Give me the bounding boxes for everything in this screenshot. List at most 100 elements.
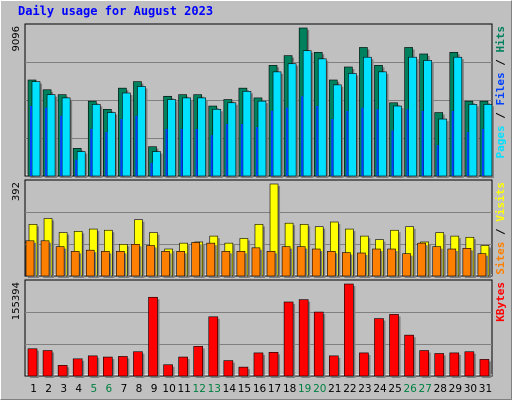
kbytes-max-label: 155394 <box>11 282 22 320</box>
sites-bar <box>357 252 366 277</box>
day-label: 10 <box>162 383 175 395</box>
sites-bar <box>432 246 442 277</box>
pages-bar <box>31 81 41 177</box>
files-bar <box>45 107 48 176</box>
pages-bar <box>257 100 267 177</box>
sites-bar <box>25 240 35 277</box>
day-label: 8 <box>136 383 143 395</box>
sites-bar <box>402 253 411 277</box>
kbytes-bar <box>208 316 219 377</box>
kbytes-bar <box>87 355 98 377</box>
kbytes-bar <box>464 351 475 377</box>
day-label: 20 <box>313 383 326 395</box>
kbytes-bar <box>148 296 158 377</box>
kbytes-bar <box>163 364 173 377</box>
day-label: 29 <box>449 383 462 395</box>
sites-bar <box>161 251 170 277</box>
kbytes-bar <box>178 356 188 377</box>
pages-bar <box>453 56 463 177</box>
sites-bar <box>266 251 276 277</box>
sites-bar <box>447 248 457 277</box>
pages-bar <box>46 94 56 177</box>
y-axis-labels: 9096 392 155394 <box>11 26 22 320</box>
sites-bar <box>191 242 201 277</box>
day-label: 1 <box>30 383 37 395</box>
kbytes-bar <box>193 346 204 377</box>
sites-bar <box>101 251 110 277</box>
kbytes-bar <box>328 355 339 377</box>
files-bar <box>75 159 78 176</box>
kbytes-bar <box>434 353 445 377</box>
files-bar <box>481 128 484 176</box>
pages-bar <box>197 97 207 177</box>
sites-bar <box>40 240 50 277</box>
day-label: 4 <box>75 383 82 395</box>
kbytes-bar <box>298 299 309 377</box>
pages-bar <box>61 97 71 177</box>
files-bar <box>406 109 409 176</box>
sites-bar <box>342 252 351 277</box>
day-label: 16 <box>253 383 267 395</box>
day-label: 19 <box>298 383 311 395</box>
files-bar <box>466 132 469 176</box>
files-bar <box>286 107 289 176</box>
files-bar <box>210 135 213 176</box>
sites-bar <box>326 251 336 277</box>
pages-bar <box>332 84 342 177</box>
pages-bar <box>363 56 372 177</box>
sites-bar <box>70 251 80 277</box>
day-label: 24 <box>373 383 387 395</box>
files-bar <box>150 162 153 176</box>
files-bar <box>451 110 454 176</box>
series-labels: Pages / Files / Hits Sites / Visits KBytes <box>494 26 507 322</box>
day-label: 11 <box>177 383 190 395</box>
pages-bar <box>348 73 357 177</box>
sites-bar <box>236 251 246 277</box>
pages-bar <box>122 92 131 177</box>
legend-kbytes: KBytes <box>494 282 507 322</box>
day-label: 3 <box>60 383 67 395</box>
sites-bar <box>477 253 487 277</box>
sites-bar <box>221 251 231 277</box>
files-bar <box>165 128 168 176</box>
day-label: 18 <box>283 383 296 395</box>
kbytes-bar <box>42 350 53 377</box>
legend-files: Files <box>494 72 507 105</box>
files-bar <box>120 119 123 176</box>
files-bar <box>225 123 228 176</box>
kbytes-bar <box>404 334 414 377</box>
pages-bar <box>423 60 432 177</box>
pages-bar <box>287 63 297 177</box>
kbytes-bar <box>133 351 143 377</box>
pages-bar <box>167 99 176 177</box>
sites-bar <box>462 248 472 277</box>
files-bar <box>331 119 334 176</box>
day-labels: 1 2 3 4 5 6 7 8 9 10 11 12 13 14 15 16 17 18 19 20 21 22 23 24 2… <box>30 383 492 395</box>
sites-bar <box>116 251 125 277</box>
pages-bar <box>212 108 222 177</box>
day-label: 17 <box>268 383 281 395</box>
pages-bar <box>302 50 312 177</box>
hits-max-label: 9096 <box>11 26 22 51</box>
pages-bar <box>107 112 116 177</box>
pages-bar <box>468 104 478 177</box>
files-bar <box>376 109 379 176</box>
files-bar <box>361 107 364 176</box>
kbytes-bar <box>449 352 460 377</box>
pages-bar <box>227 102 237 177</box>
day-label: 7 <box>121 383 128 395</box>
day-label: 28 <box>434 383 447 395</box>
kbytes-bar <box>359 352 369 377</box>
kbytes-bar <box>253 352 264 377</box>
legend-pages: Pages <box>494 125 507 158</box>
series-legend-kbytes: KBytes <box>494 282 507 322</box>
sites-bar <box>281 246 291 277</box>
kbytes-bar <box>72 358 83 377</box>
files-bar <box>316 106 319 176</box>
sites-bar <box>146 245 155 277</box>
files-bar <box>346 110 349 176</box>
pages-bar <box>378 71 387 177</box>
files-bar <box>195 128 198 176</box>
chart-bars <box>25 27 494 378</box>
